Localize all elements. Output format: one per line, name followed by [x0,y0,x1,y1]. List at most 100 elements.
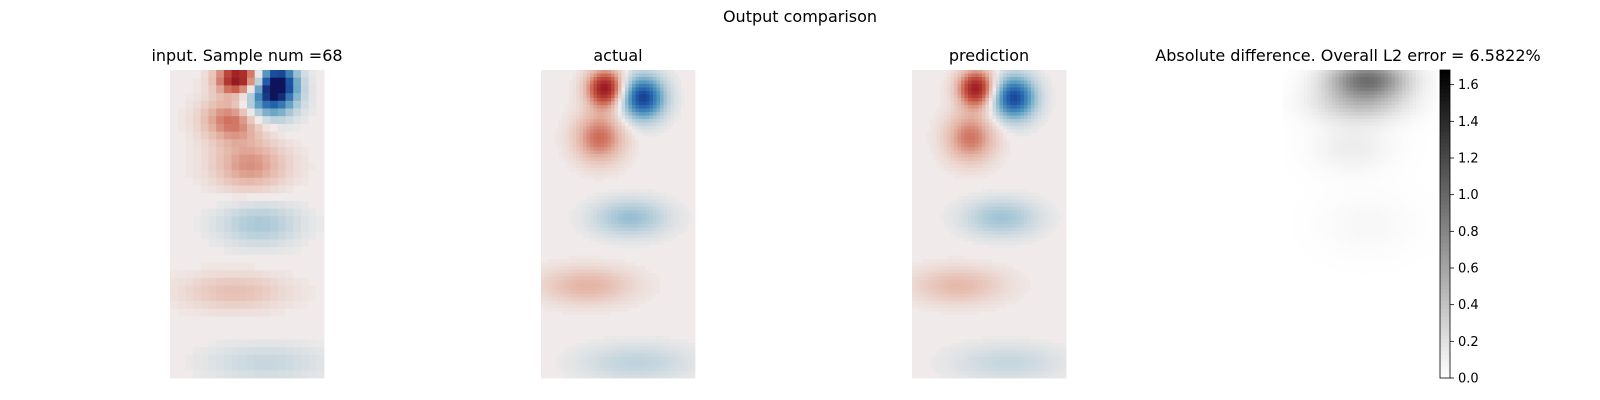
heatmap-cell [544,91,549,95]
heatmap-cell [912,84,916,88]
heatmap-cell [635,150,640,155]
heatmap-cell [541,171,545,176]
heatmap-cell [586,283,591,288]
heatmap-cell [628,133,633,137]
heatmap-cell [593,224,598,228]
heatmap-cell [642,248,647,253]
heatmap-cell [551,140,556,144]
heatmap-cell [639,196,643,200]
heatmap-cell [548,217,552,221]
heatmap-cell [649,238,654,242]
heatmap-cell [656,329,661,333]
heatmap-cell [254,262,263,271]
heatmap-cell [674,140,678,144]
heatmap-cell [607,318,612,323]
heatmap-cell [667,318,671,323]
heatmap-cell [200,339,209,348]
heatmap-cell [541,346,545,351]
heatmap-cell [674,252,678,256]
heatmap-cell [1010,84,1014,88]
heatmap-cell [293,370,302,379]
heatmap-cell [646,350,650,354]
heatmap-cell [558,101,563,106]
heatmap-cell [621,357,626,361]
heatmap-cell [300,231,309,240]
heatmap-cell [544,196,549,200]
heatmap-cell [656,350,661,354]
heatmap-cell [642,266,647,270]
heatmap-cell [216,354,225,363]
heatmap-cell [216,200,225,209]
heatmap-cell [660,343,664,347]
heatmap-cell [670,84,675,88]
heatmap-cell [600,325,605,330]
heatmap-cell [200,301,209,310]
heatmap-cell [639,164,643,169]
heatmap-cell [586,168,591,172]
heatmap-cell [262,370,271,379]
heatmap-cell [936,77,941,81]
heatmap-cell [231,70,240,79]
heatmap-cell [565,350,570,354]
heatmap-cell [551,133,556,137]
heatmap-cell [541,297,545,302]
heatmap-cell [597,122,601,127]
heatmap-cell [625,336,629,340]
heatmap-cell [656,98,661,102]
heatmap-cell [579,80,584,85]
heatmap-cell [642,196,647,200]
heatmap-cell [656,273,661,277]
heatmap-cell [607,84,612,88]
heatmap-cell [576,154,580,158]
heatmap-cell [635,297,640,302]
heatmap-cell [586,94,591,99]
heatmap-cell [663,227,668,232]
heatmap-cell [231,354,240,363]
heatmap-cell [254,370,263,379]
heatmap-cell [562,364,566,368]
heatmap-cell [555,283,559,288]
heatmap-cell [558,238,563,242]
heatmap-cell [639,119,643,123]
heatmap-cell [600,269,605,274]
heatmap-cell [618,318,622,323]
heatmap-cell [614,367,619,372]
heatmap-cell [270,277,279,286]
heatmap-cell [576,280,580,284]
heatmap-cell [667,150,671,155]
heatmap-cell [646,252,650,256]
heatmap-cell [185,316,194,325]
heatmap-cell [262,154,271,163]
heatmap-cell [262,231,271,240]
heatmap-cell [611,164,615,169]
heatmap-cell [684,178,689,183]
heatmap-cell [635,94,640,99]
heatmap-cell [555,332,559,337]
heatmap-cell [670,241,675,246]
heatmap-cell [670,171,675,176]
heatmap-cell [277,85,286,94]
heatmap-cell [639,269,643,274]
heatmap-cell [614,374,619,379]
heatmap-cell [604,231,608,235]
heatmap-cell [593,343,598,347]
heatmap-cell [555,353,559,358]
heatmap-cell [653,276,657,281]
heatmap-cell [663,262,668,267]
heatmap-cell [649,224,654,228]
heatmap-cell [684,126,689,130]
heatmap-cell [677,339,682,344]
heatmap-cell [649,150,654,155]
heatmap-cell [632,91,636,95]
heatmap-cell [277,139,286,148]
heatmap-cell [618,150,622,155]
heatmap-cell [548,94,552,99]
heatmap-cell [600,350,605,354]
heatmap-cell [562,77,566,81]
heatmap-cell [300,131,309,140]
heatmap-cell [649,374,654,379]
heatmap-cell [625,140,629,144]
heatmap-cell [635,315,640,319]
heatmap-cell [548,315,552,319]
heatmap-cell [551,129,556,134]
